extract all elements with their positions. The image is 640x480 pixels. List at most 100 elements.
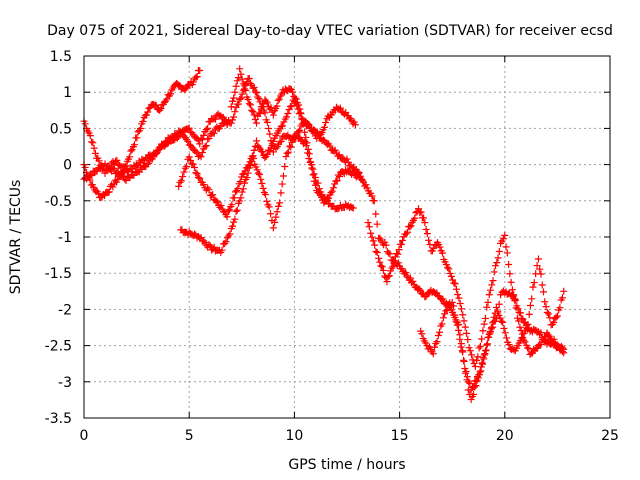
data-point [457,343,465,351]
data-point [266,130,274,138]
data-point [200,237,208,245]
data-point [456,335,464,343]
data-point [175,182,183,190]
data-point [417,208,425,216]
data-point [242,86,250,94]
data-point [446,269,454,277]
data-point [456,299,464,307]
data-point [241,82,249,90]
data-point [243,174,251,182]
data-point [198,149,206,157]
data-point [394,259,402,267]
data-point [464,336,472,344]
data-point [269,137,277,145]
data-point [288,138,296,146]
data-point [369,237,377,245]
data-point [486,286,494,294]
data-point [279,172,287,180]
data-point [133,134,141,142]
data-point [247,161,255,169]
data-point [227,119,235,127]
data-point [471,377,479,385]
data-point [202,142,210,150]
data-point [469,356,477,364]
data-point [373,249,381,257]
data-point [447,272,455,280]
data-point [552,313,560,321]
data-point [418,330,426,338]
data-point [560,287,568,295]
data-point [267,210,275,218]
series-sat-track-9 [417,255,568,394]
data-point [537,329,545,337]
data-point [471,363,479,371]
data-point [310,170,318,178]
data-point [94,189,102,197]
data-point [187,141,195,149]
data-point [245,100,253,108]
data-point [282,153,290,161]
data-point [515,317,523,325]
data-point [256,171,264,179]
data-point [310,177,318,185]
data-point [86,132,94,140]
data-point [109,183,117,191]
series-sat-track-2 [80,75,366,183]
data-point [379,266,387,274]
data-point [442,261,450,269]
data-point [406,223,414,231]
data-point [489,277,497,285]
data-point [540,288,548,296]
data-point [232,207,240,215]
data-point [538,281,546,289]
y-tick-label: -0.5 [45,194,72,210]
data-point [390,260,398,268]
data-point [112,157,120,165]
series-sat-track-4 [175,131,357,232]
data-point [367,229,375,237]
data-point [521,338,529,346]
data-point [430,244,438,252]
data-point [550,335,558,343]
data-point [530,279,538,287]
data-point [423,230,431,238]
data-point [265,203,273,211]
data-point [455,320,463,328]
data-point [519,315,527,323]
data-point [485,291,493,299]
data-point [461,364,469,372]
data-point [322,119,330,127]
y-tick-label: 1 [63,85,72,101]
data-point [193,73,201,81]
data-point [554,342,562,350]
data-point [231,215,239,223]
data-point [383,278,391,286]
data-point [328,187,336,195]
data-point [487,325,495,333]
data-point [524,344,532,352]
data-point [368,233,376,241]
data-point [253,89,261,97]
data-point [262,191,270,199]
data-point [385,249,393,257]
data-point [533,262,541,270]
data-point [431,343,439,351]
data-point [372,248,380,256]
data-point [276,199,284,207]
data-point [499,235,507,243]
data-point [395,246,403,254]
data-point [185,153,193,161]
data-point [434,331,442,339]
data-point [241,179,249,187]
data-point [507,278,515,286]
y-tick-label: 0 [63,158,72,174]
data-point [196,140,204,148]
data-point [560,349,568,357]
data-point [238,188,246,196]
data-point [238,75,246,83]
data-point [429,350,437,358]
data-point [519,334,527,342]
data-point [516,323,524,331]
data-point [289,88,297,96]
data-point [524,320,532,328]
